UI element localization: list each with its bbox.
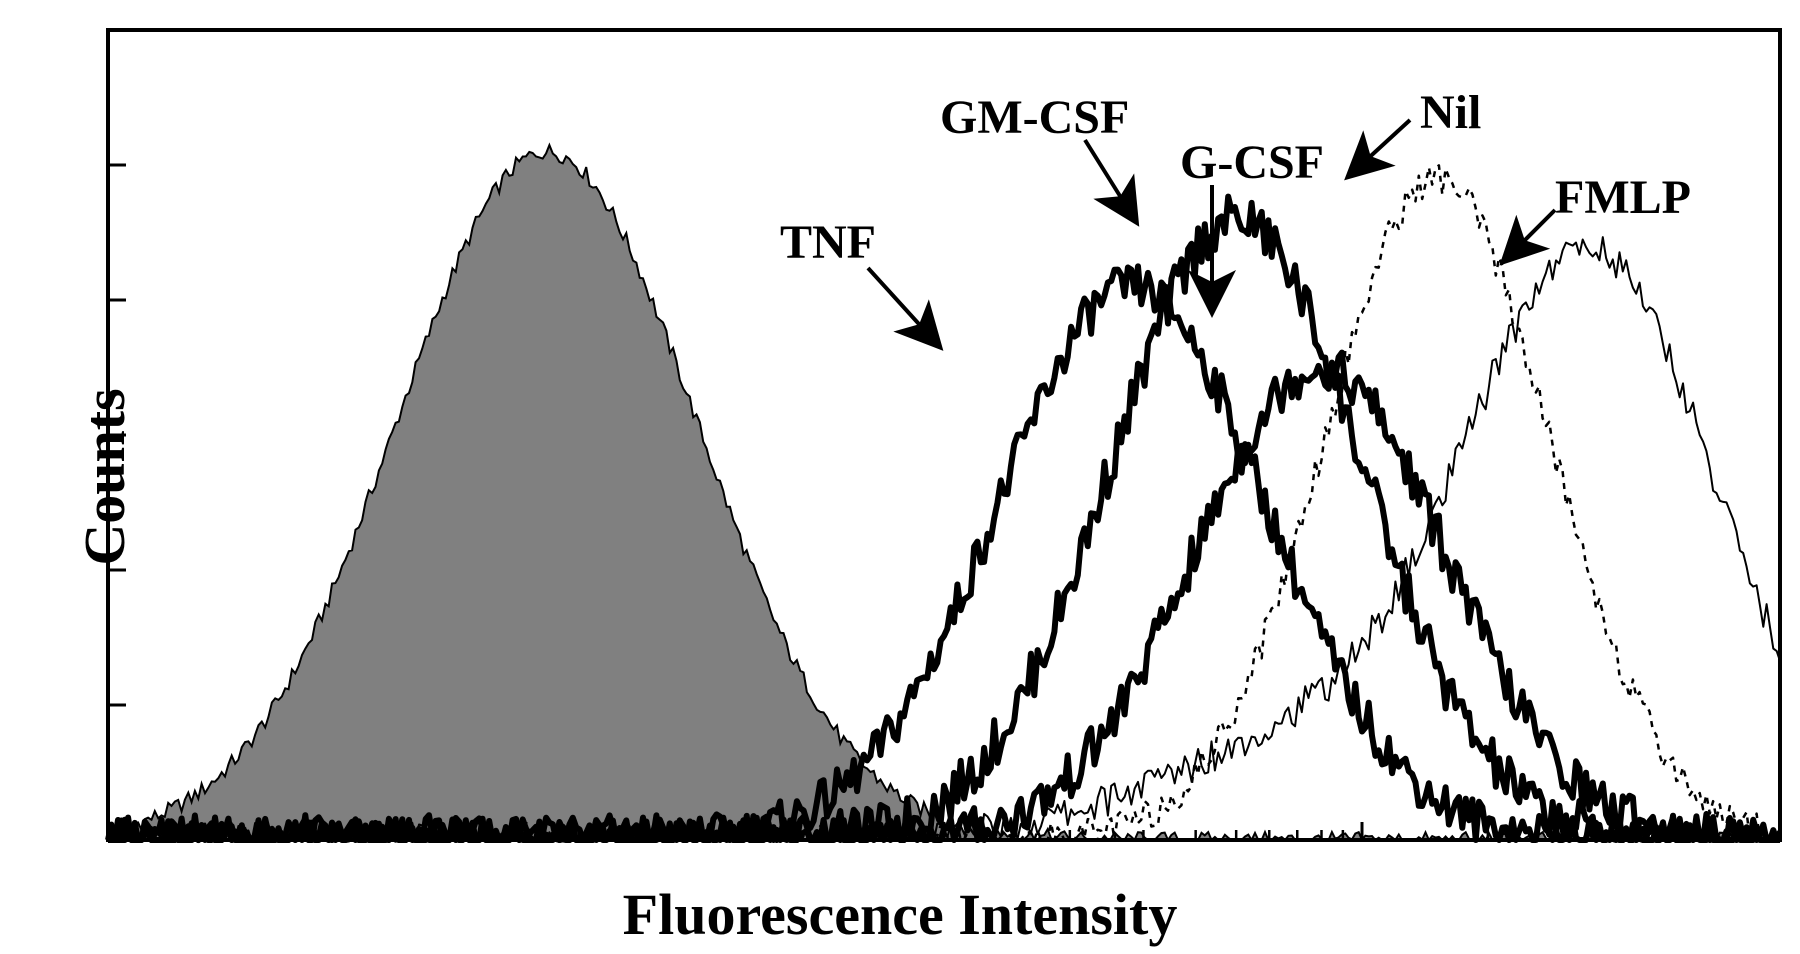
flow-cytometry-histogram: Counts Fluorescence Intensity TNF GM-CSF G… bbox=[0, 0, 1800, 954]
annotation-label-tnf: TNF bbox=[780, 215, 876, 270]
y-axis-label: Counts bbox=[71, 388, 138, 565]
annotation-label-gmcsf: GM-CSF bbox=[940, 90, 1129, 145]
annotation-arrow-nil bbox=[1350, 120, 1410, 175]
annotation-arrow-gmcsf bbox=[1085, 140, 1135, 220]
annotation-arrow-fmlp bbox=[1505, 210, 1555, 260]
annotation-arrow-tnf bbox=[868, 268, 938, 345]
x-axis-label: Fluorescence Intensity bbox=[623, 881, 1178, 948]
annotation-label-fmlp: FMLP bbox=[1555, 170, 1691, 225]
series-control bbox=[108, 145, 1780, 840]
chart-svg bbox=[0, 0, 1800, 954]
annotation-label-nil: Nil bbox=[1420, 85, 1481, 140]
annotation-label-gcsf: G-CSF bbox=[1180, 135, 1324, 190]
